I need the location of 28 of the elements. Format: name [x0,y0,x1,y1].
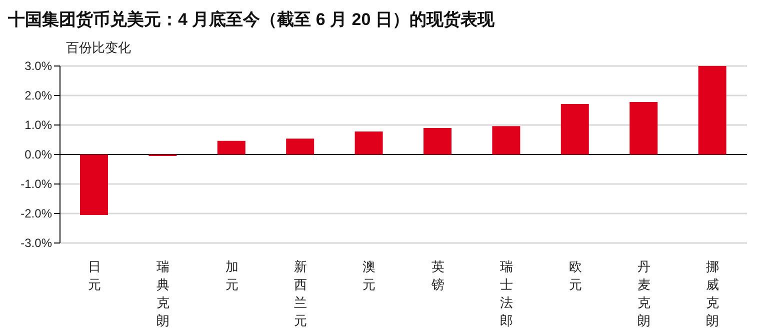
bar [698,66,726,154]
y-tick-label: 2.0% [24,88,52,102]
x-tick-label: 瑞典克朗 [156,259,170,328]
bar [560,104,589,154]
y-axis-title: 百份比变化 [66,39,131,57]
bar [217,140,246,154]
chart-title: 十国集团货币兑美元：4 月底至今（截至 6 月 20 日）的现货表现 [8,9,494,31]
bar [492,126,520,154]
y-tick-label: 0.0% [24,148,52,162]
bar [630,102,658,154]
x-tick-label: 欧元 [568,259,582,292]
bar [424,128,452,154]
x-tick-label: 丹麦克朗 [637,259,650,328]
y-tick-label: -2.0% [20,206,52,220]
y-tick-label: 3.0% [24,59,52,73]
x-tick-label: 加元 [225,259,238,292]
y-tick-label: 1.0% [24,118,52,132]
x-tick-label: 日元 [88,259,101,292]
bar [80,154,108,215]
y-tick-label: -1.0% [20,177,52,191]
x-tick-label: 英镑 [430,259,444,292]
x-tick-label: 澳元 [362,259,376,292]
x-tick-label: 挪威克朗 [706,259,720,328]
bar [286,138,314,154]
y-tick-label: -3.0% [20,236,52,250]
x-tick-label: 新西兰元 [294,259,307,328]
x-tick-label: 瑞士法郎 [500,259,514,328]
bar [354,131,383,154]
